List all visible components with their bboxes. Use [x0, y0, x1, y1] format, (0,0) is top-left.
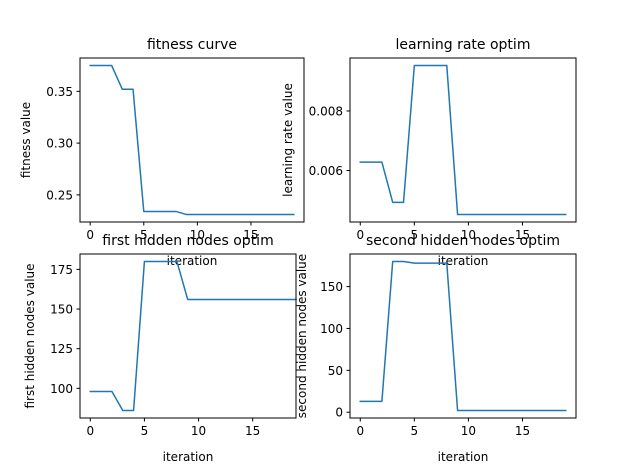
- y-tick-label: 150: [50, 303, 73, 317]
- y-tick-label: 0.30: [46, 137, 73, 151]
- x-tick-label: 15: [515, 424, 530, 438]
- x-axis-label: iteration: [163, 450, 214, 464]
- x-tick-label: 5: [411, 424, 419, 438]
- y-axis-label: fitness value: [19, 102, 33, 178]
- y-tick-label: 0.008: [309, 104, 343, 118]
- x-tick-label: 10: [191, 424, 206, 438]
- y-tick-label: 0.35: [46, 85, 73, 99]
- y-axis-label: second hidden nodes value: [295, 254, 309, 418]
- axes-frame: [79, 57, 305, 223]
- y-axis-label: first hidden nodes value: [23, 263, 37, 408]
- x-tick-label: 5: [411, 228, 419, 242]
- x-tick-label: 5: [140, 228, 148, 242]
- y-tick-label: 125: [50, 342, 73, 356]
- y-axis-label: learning rate value: [281, 83, 295, 197]
- subplot-fitness-curve: 0 5 10 15 0.25 0.30 0.35 iteration fitness value…: [19, 37, 305, 268]
- x-tick-label: 0: [86, 424, 94, 438]
- series-line: [359, 64, 567, 216]
- chart-title: first hidden nodes optim: [102, 233, 273, 249]
- chart-title: learning rate optim: [396, 37, 531, 53]
- x-tick-label: 10: [461, 424, 476, 438]
- x-axis-label: iteration: [438, 254, 489, 268]
- x-tick-label: 0: [356, 228, 364, 242]
- y-tick-label: 175: [50, 263, 73, 277]
- x-tick-label: 0: [356, 424, 364, 438]
- x-tick-label: 15: [245, 424, 260, 438]
- x-tick-label: 10: [190, 228, 205, 242]
- x-tick-label: 15: [515, 228, 530, 242]
- y-tick-label: 0.006: [309, 164, 343, 178]
- y-tick-label: 0.25: [46, 188, 73, 202]
- axes-frame: [79, 253, 297, 419]
- series-line: [359, 260, 567, 412]
- chart-title: fitness curve: [147, 37, 237, 53]
- x-tick-label: 10: [461, 228, 476, 242]
- x-tick-label: 5: [141, 424, 149, 438]
- x-axis-label: iteration: [167, 254, 218, 268]
- y-tick-label: 100: [320, 322, 343, 336]
- series-line: [89, 64, 295, 216]
- y-tick-label: 0: [335, 406, 343, 420]
- series-line: [89, 260, 297, 412]
- x-axis-label: iteration: [438, 450, 489, 464]
- chart-title: second hidden nodes optim: [366, 233, 560, 249]
- subplot-learning-rate-optim: 0 5 10 15 0.006 0.008 iteration learning rate v…: [281, 37, 577, 268]
- y-tick-label: 50: [328, 364, 343, 378]
- axes-frame: [349, 57, 577, 223]
- x-tick-label: 0: [86, 228, 94, 242]
- y-tick-label: 100: [50, 382, 73, 396]
- x-tick-label: 15: [243, 228, 258, 242]
- subplot-first-hidden-nodes-optim: 0 5 10 15 100 125 150 175 iteration first hidden …: [23, 233, 297, 464]
- y-tick-label: 150: [320, 280, 343, 294]
- axes-frame: [349, 253, 577, 419]
